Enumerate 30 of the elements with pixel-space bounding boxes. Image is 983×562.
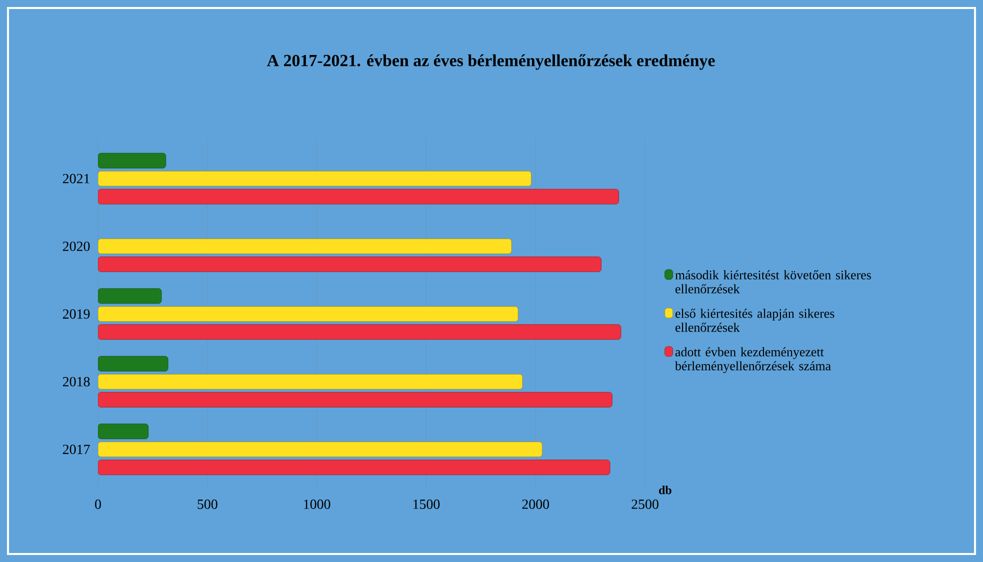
legend-label: második kiértesitést követően sikeres ellenőrzések bbox=[675, 270, 871, 294]
x-tick-label: 500 bbox=[198, 500, 218, 509]
y-tick-label: 2018 bbox=[62, 376, 90, 386]
x-tick-label: 2500 bbox=[632, 500, 658, 509]
y-tick-label: 2017 bbox=[62, 444, 90, 454]
legend-label: adott évben kezdeményezett bérleményellenőrzések száma bbox=[674, 347, 831, 373]
bar bbox=[98, 392, 612, 408]
chart-title: A 2017-2021. évben az éves bérleményellenőrzések eredménye bbox=[266, 54, 715, 70]
bar bbox=[98, 442, 542, 458]
bar bbox=[98, 424, 149, 440]
x-tick-label: 0 bbox=[95, 500, 101, 509]
y-tick-label: 2019 bbox=[62, 309, 90, 319]
y-tick-label: 2020 bbox=[62, 242, 90, 252]
y-tick-label: 2021 bbox=[62, 174, 90, 184]
bar bbox=[98, 238, 512, 254]
bar bbox=[98, 324, 622, 340]
x-tick-label: 1000 bbox=[304, 500, 330, 509]
bar bbox=[98, 288, 162, 304]
bar bbox=[98, 374, 523, 390]
x-tick-label: 1500 bbox=[413, 500, 440, 509]
bar bbox=[98, 460, 610, 476]
x-tick-label: 2000 bbox=[522, 500, 550, 509]
bar bbox=[98, 188, 619, 204]
bar bbox=[98, 170, 532, 186]
bar bbox=[98, 356, 168, 372]
bar bbox=[98, 256, 602, 272]
bar bbox=[98, 152, 166, 168]
bar bbox=[98, 306, 518, 322]
x-axis-title: db bbox=[659, 486, 672, 494]
legend-label: első kiértesités alapján sikeres ellenőrzések bbox=[675, 308, 834, 332]
